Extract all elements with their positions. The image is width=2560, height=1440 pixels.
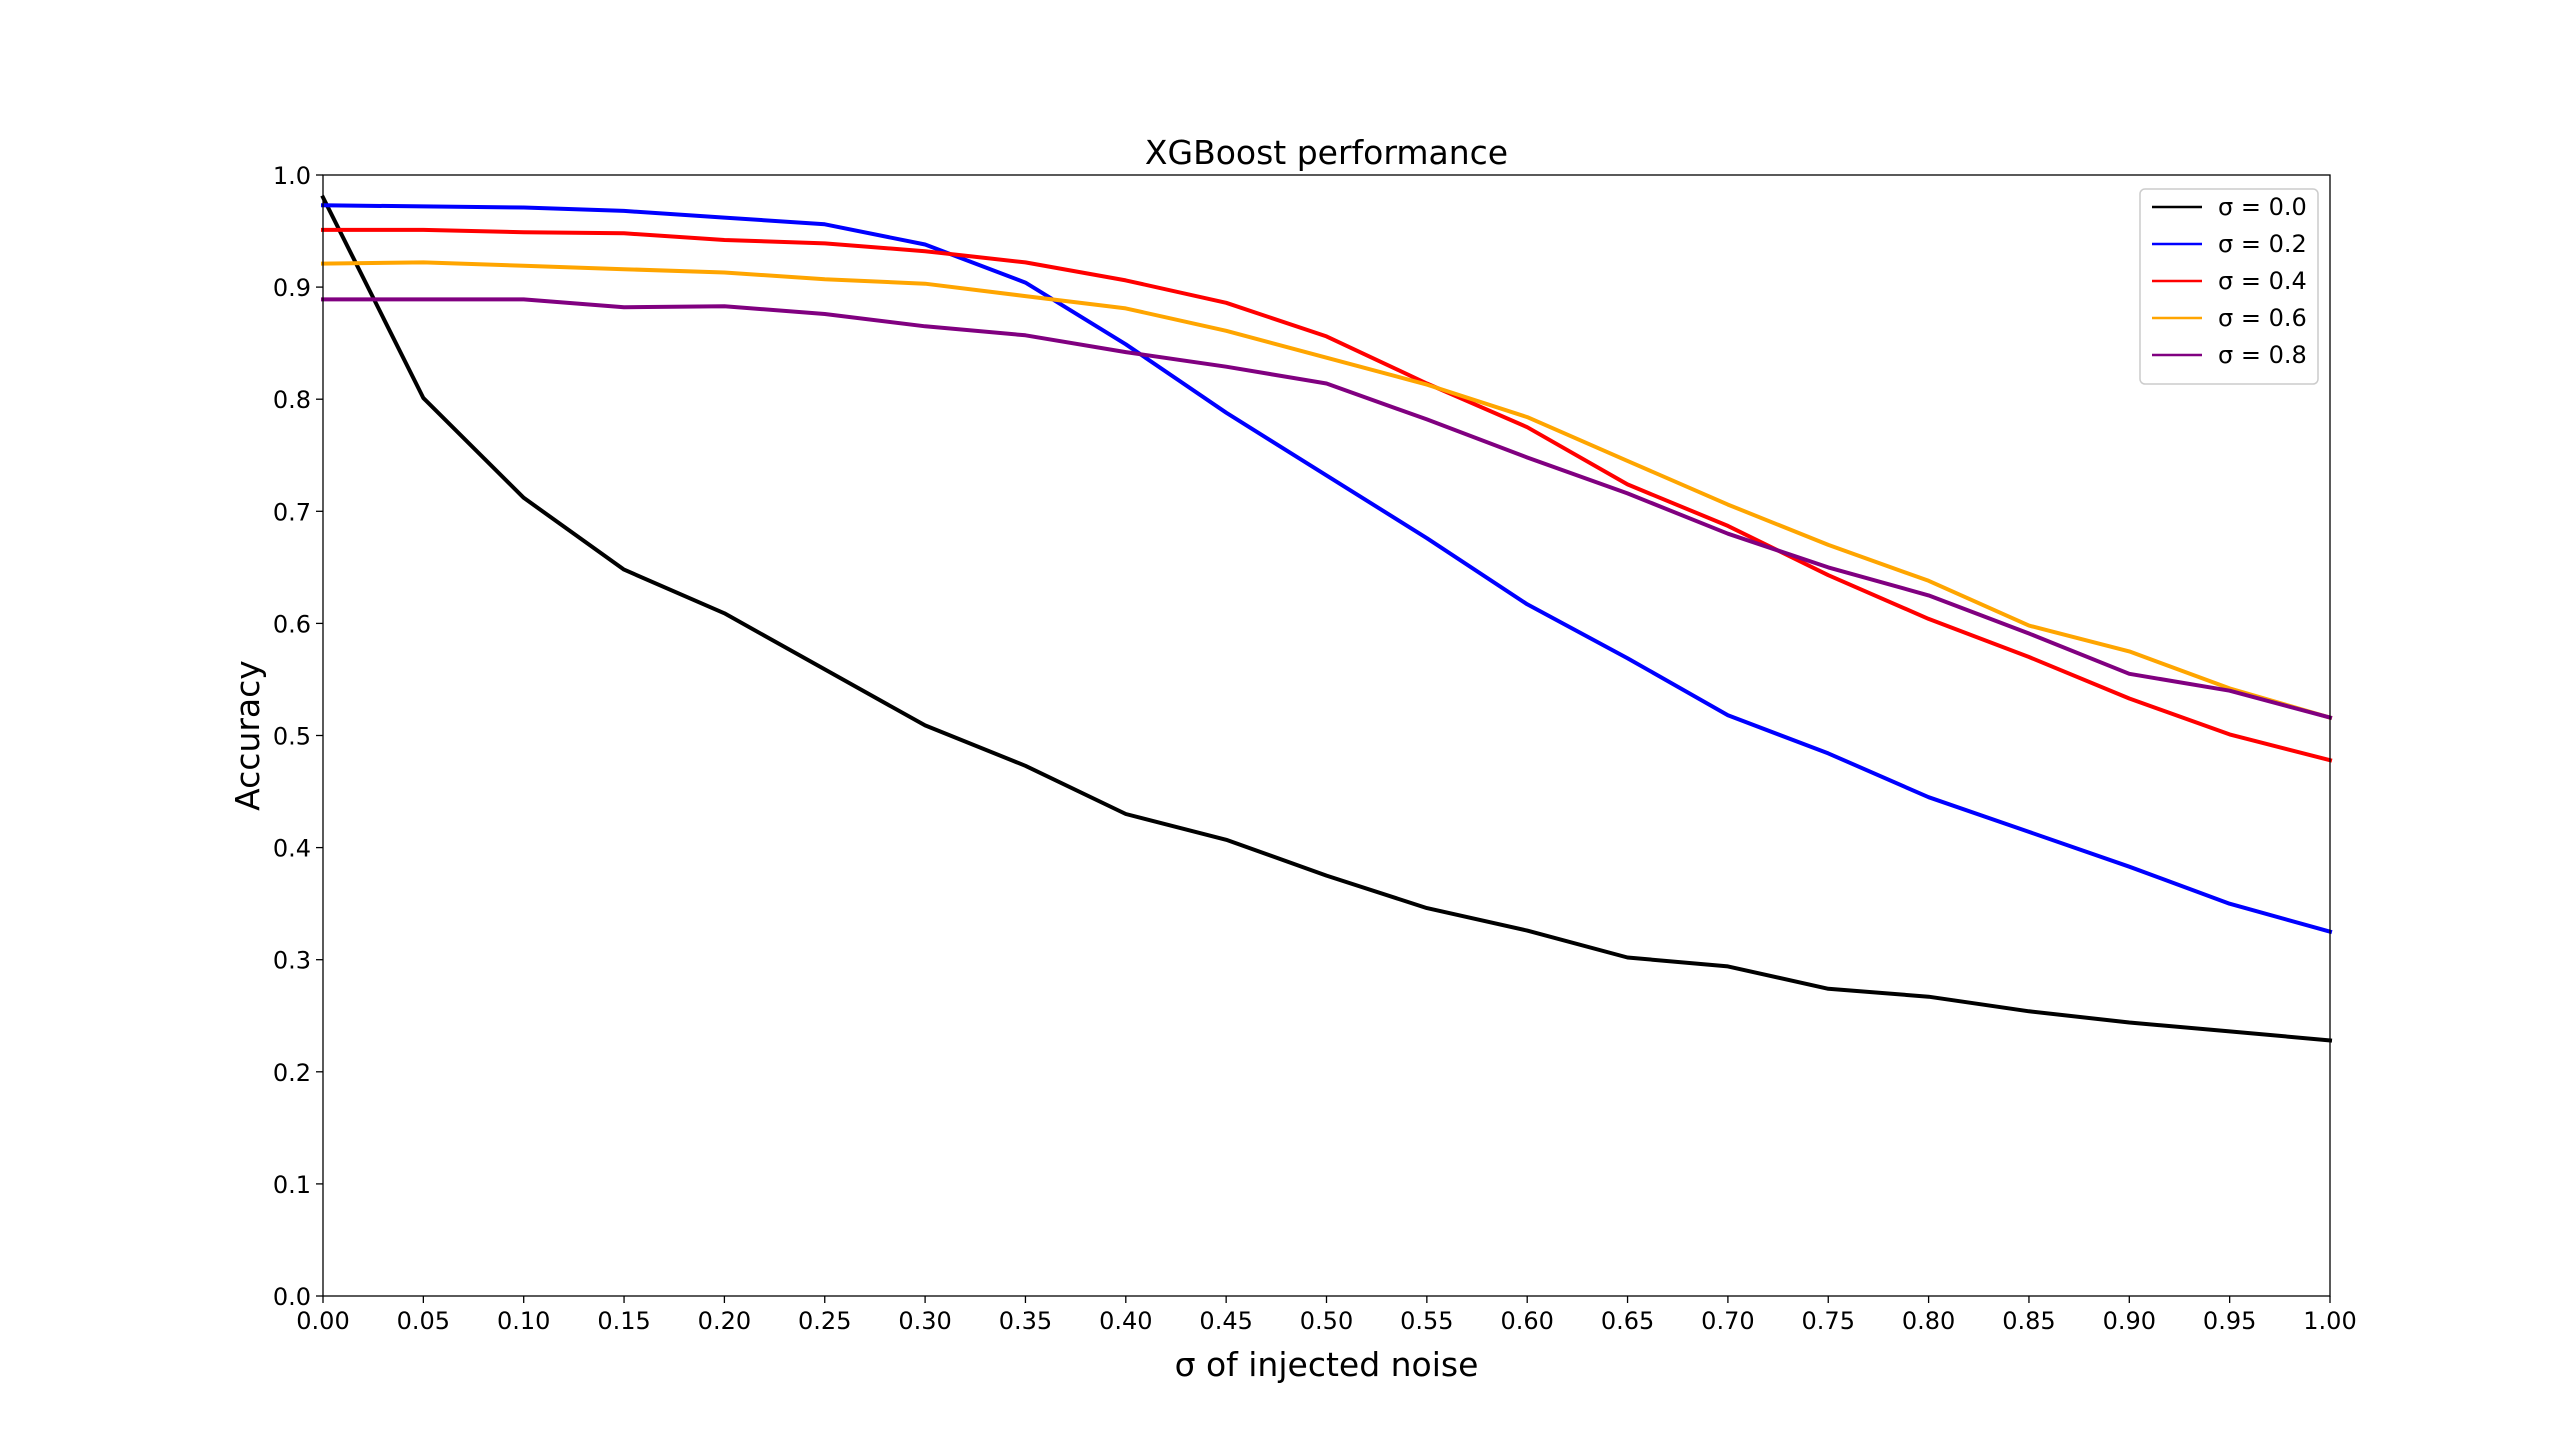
y-axis-label: Accuracy xyxy=(228,660,267,811)
legend-entry: σ = 0.6 xyxy=(2218,304,2307,332)
x-tick-label: 0.35 xyxy=(999,1307,1052,1335)
x-tick-label: 0.50 xyxy=(1300,1307,1353,1335)
x-tick-label: 0.45 xyxy=(1199,1307,1252,1335)
chart-title: XGBoost performance xyxy=(1145,133,1508,172)
x-tick-label: 0.25 xyxy=(798,1307,851,1335)
legend-box xyxy=(2139,188,2319,385)
y-tick-label: 0.9 xyxy=(273,274,311,302)
x-tick-label: 0.85 xyxy=(2002,1307,2055,1335)
y-axis-ticks: 0.0 0.1 0.2 0.3 0.4 0.5 0.6 0.7 0.8 0.9 1.0 xyxy=(273,162,323,1311)
x-axis-label: σ of injected noise xyxy=(1175,1345,1479,1384)
y-tick-label: 0.5 xyxy=(273,723,311,751)
series-line-1 xyxy=(320,203,2333,935)
legend-entry: σ = 0.0 xyxy=(2218,193,2307,221)
y-tick-label: 1.0 xyxy=(273,162,311,190)
x-tick-label: 0.20 xyxy=(698,1307,751,1335)
y-tick-label: 0.4 xyxy=(273,835,311,863)
x-tick-label: 0.55 xyxy=(1400,1307,1453,1335)
y-tick-label: 0.8 xyxy=(273,386,311,414)
series-line-3 xyxy=(320,260,2333,721)
y-tick-label: 0.3 xyxy=(273,947,311,975)
x-tick-label: 0.05 xyxy=(397,1307,450,1335)
x-tick-label: 0.00 xyxy=(296,1307,349,1335)
y-tick-label: 0.0 xyxy=(273,1283,311,1311)
y-tick-label: 0.2 xyxy=(273,1059,311,1087)
series-line-2 xyxy=(321,227,2333,763)
x-tick-label: 0.90 xyxy=(2103,1307,2156,1335)
y-tick-label: 0.1 xyxy=(273,1171,311,1199)
legend-entry: σ = 0.2 xyxy=(2218,230,2307,258)
series-line-0 xyxy=(320,194,2333,1043)
x-tick-label: 0.40 xyxy=(1099,1307,1152,1335)
x-tick-label: 0.30 xyxy=(898,1307,951,1335)
series-lines xyxy=(320,194,2333,1043)
x-tick-label: 0.95 xyxy=(2203,1307,2256,1335)
legend-entry: σ = 0.8 xyxy=(2218,341,2307,369)
x-tick-label: 1.00 xyxy=(2303,1307,2356,1335)
x-axis-ticks: 0.00 0.05 0.10 0.15 0.20 0.25 0.30 0.35 0.40 0.45… xyxy=(296,1296,2357,1335)
series-line-4 xyxy=(321,297,2333,721)
x-tick-label: 0.60 xyxy=(1500,1307,1553,1335)
y-tick-label: 0.6 xyxy=(273,610,311,638)
x-tick-label: 0.70 xyxy=(1701,1307,1754,1335)
x-tick-label: 0.10 xyxy=(497,1307,550,1335)
x-tick-label: 0.75 xyxy=(1802,1307,1855,1335)
y-tick-label: 0.7 xyxy=(273,498,311,526)
x-tick-label: 0.80 xyxy=(1902,1307,1955,1335)
x-tick-label: 0.15 xyxy=(597,1307,650,1335)
x-tick-label: 0.65 xyxy=(1601,1307,1654,1335)
legend-entry: σ = 0.4 xyxy=(2218,267,2307,295)
legend: σ = 0.0 σ = 0.2 σ = 0.4 σ = 0.6 σ = 0.8 xyxy=(2139,188,2319,385)
